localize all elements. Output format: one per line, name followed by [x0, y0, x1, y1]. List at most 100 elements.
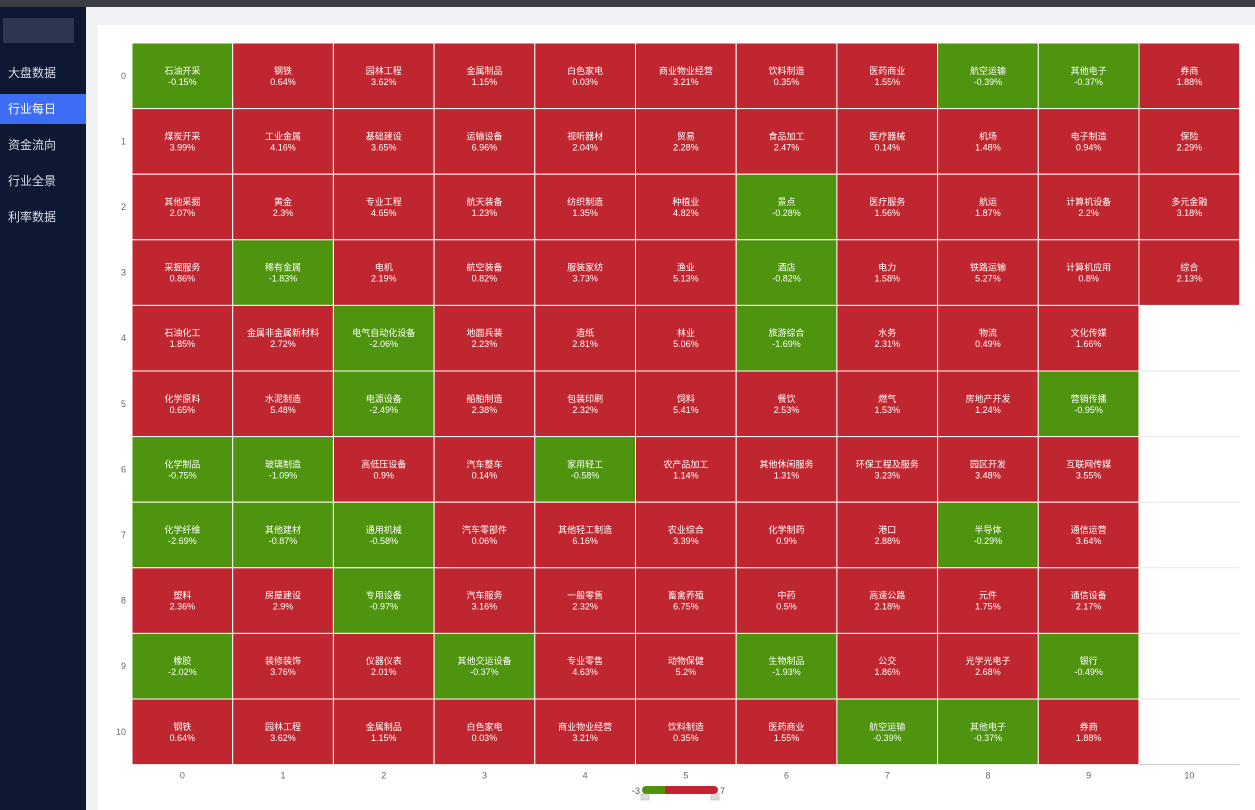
heatmap-cell[interactable] [232, 108, 334, 175]
heatmap-cell[interactable] [332, 501, 435, 569]
heatmap-cell[interactable] [735, 42, 838, 110]
heatmap-cell[interactable] [332, 370, 435, 438]
heatmap-cell[interactable] [635, 370, 737, 438]
heatmap-cell[interactable] [1037, 173, 1140, 241]
heatmap-cell[interactable] [433, 698, 536, 766]
heatmap-cell[interactable] [836, 370, 939, 438]
heatmap-cell[interactable] [836, 173, 939, 241]
heatmap-cell[interactable] [735, 567, 838, 634]
heatmap-cell[interactable] [937, 567, 1039, 634]
heatmap-cell[interactable] [332, 108, 435, 175]
heatmap-cell[interactable] [232, 42, 334, 110]
cell-value: -0.29% [974, 536, 1003, 546]
heatmap-cell[interactable] [635, 632, 737, 700]
heatmap-cell[interactable] [332, 239, 435, 306]
heatmap-cell[interactable] [735, 436, 838, 503]
cell-label: 专业零售 [567, 655, 603, 666]
heatmap-cell[interactable] [232, 173, 334, 241]
heatmap-cell[interactable] [635, 436, 737, 503]
heatmap-cell[interactable] [836, 239, 939, 306]
heatmap-cell[interactable] [332, 436, 435, 503]
heatmap-cell[interactable] [937, 370, 1039, 438]
cell-label: 计算机设备 [1066, 196, 1111, 207]
heatmap-cell[interactable] [131, 239, 234, 306]
heatmap-cell[interactable] [735, 501, 838, 569]
heatmap-cell[interactable] [534, 501, 636, 569]
heatmap-cell[interactable] [433, 567, 536, 634]
heatmap-cell[interactable] [131, 173, 234, 241]
heatmap-cell[interactable] [1138, 173, 1241, 241]
heatmap-cell[interactable] [937, 304, 1039, 372]
heatmap-cell[interactable] [735, 304, 838, 372]
heatmap-cell[interactable] [433, 501, 536, 569]
heatmap-cell[interactable] [1037, 698, 1140, 766]
heatmap-cell[interactable] [433, 370, 536, 438]
heatmap-cell[interactable] [232, 632, 334, 700]
heatmap-cell[interactable] [131, 304, 234, 372]
heatmap-cell[interactable] [232, 436, 334, 503]
heatmap-cell[interactable] [937, 501, 1039, 569]
heatmap-cell[interactable] [1037, 304, 1140, 372]
visual-map-handle[interactable] [710, 793, 720, 801]
heatmap-cell[interactable] [836, 436, 939, 503]
nav-item-industry-daily[interactable]: 行业每日 [0, 94, 86, 124]
heatmap-cell[interactable] [332, 304, 435, 372]
heatmap-cell[interactable] [1037, 42, 1140, 110]
heatmap-cell[interactable] [131, 632, 234, 700]
heatmap-cell[interactable] [131, 108, 234, 175]
nav-item-market-data[interactable]: 大盘数据 [8, 66, 57, 80]
heatmap-cell[interactable] [534, 173, 636, 241]
heatmap-cell[interactable] [534, 108, 636, 175]
heatmap-cell[interactable] [534, 370, 636, 438]
heatmap-cell[interactable] [635, 173, 737, 241]
nav-item-industry-overview[interactable]: 行业全景 [8, 174, 57, 188]
heatmap-cell[interactable] [635, 501, 737, 569]
x-tick-label: 5 [683, 771, 688, 781]
heatmap-cell[interactable] [534, 304, 636, 372]
heatmap-cell[interactable] [433, 108, 536, 175]
heatmap-cell[interactable] [534, 42, 636, 110]
heatmap-cell[interactable] [836, 108, 939, 175]
heatmap-cell[interactable] [534, 436, 636, 503]
heatmap-cell[interactable] [735, 173, 838, 241]
heatmap-cell[interactable] [836, 42, 939, 110]
heatmap-cell[interactable] [1037, 370, 1140, 438]
heatmap-cell[interactable] [232, 370, 334, 438]
heatmap-cell[interactable] [735, 108, 838, 175]
heatmap-cell[interactable] [836, 567, 939, 634]
nav-item-capital-flow[interactable]: 资金流向 [8, 138, 57, 152]
heatmap-cell[interactable] [534, 632, 636, 700]
heatmap-cell[interactable] [332, 173, 435, 241]
heatmap-cell[interactable] [332, 42, 435, 110]
heatmap-cell[interactable] [232, 698, 334, 766]
heatmap-cell[interactable] [635, 42, 737, 110]
heatmap-cell[interactable] [1037, 239, 1140, 306]
heatmap-cell[interactable] [433, 173, 536, 241]
heatmap-cell[interactable] [937, 698, 1039, 766]
visual-map-bar[interactable] [642, 786, 718, 794]
heatmap-cell[interactable] [534, 698, 636, 766]
heatmap-cell[interactable] [534, 239, 636, 306]
heatmap-cell[interactable] [735, 632, 838, 700]
heatmap-cell[interactable] [131, 501, 234, 569]
heatmap-cell[interactable] [635, 239, 737, 306]
heatmap-cell[interactable] [433, 436, 536, 503]
heatmap-cell[interactable] [433, 304, 536, 372]
heatmap-cell[interactable] [433, 42, 536, 110]
heatmap-cell[interactable] [836, 501, 939, 569]
heatmap-cell[interactable] [1037, 501, 1140, 569]
heatmap-cell[interactable] [735, 698, 838, 766]
heatmap-cell[interactable] [1037, 436, 1140, 503]
heatmap-cell[interactable] [1037, 632, 1140, 700]
visual-map-handle[interactable] [640, 793, 650, 801]
nav-item-interest-rate[interactable]: 利率数据 [8, 210, 57, 224]
heatmap-cell[interactable] [937, 173, 1039, 241]
heatmap-cell[interactable] [937, 42, 1039, 110]
heatmap-cell[interactable] [836, 698, 939, 766]
heatmap-cell[interactable] [1138, 239, 1241, 306]
heatmap-cell[interactable] [1138, 108, 1241, 175]
heatmap-cell[interactable] [332, 698, 435, 766]
heatmap-cell[interactable] [635, 698, 737, 766]
heatmap-cell[interactable] [232, 501, 334, 569]
heatmap-cell[interactable] [131, 698, 234, 766]
